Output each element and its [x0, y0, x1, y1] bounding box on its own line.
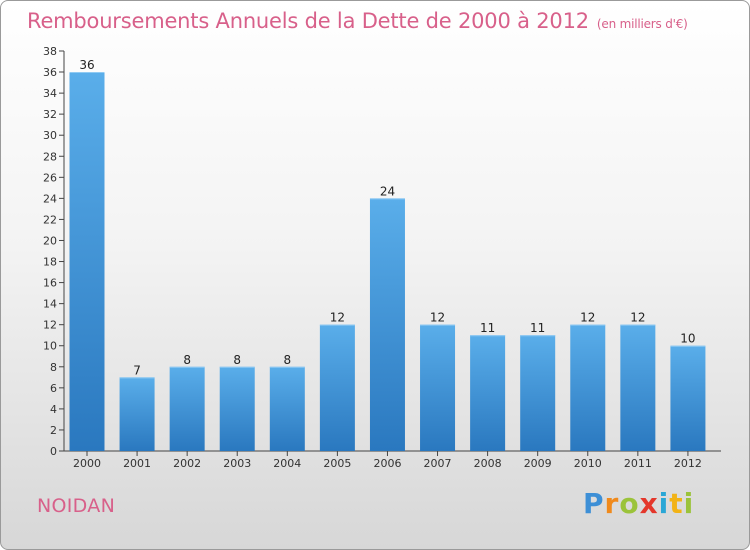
logo-letter: x — [639, 487, 659, 520]
bar-value-label: 24 — [380, 184, 395, 198]
x-tick-label: 2005 — [323, 457, 351, 470]
logo-letter: t — [669, 487, 684, 520]
bar-value-label: 12 — [580, 311, 595, 325]
bar — [219, 366, 255, 451]
y-tick-label: 6 — [50, 382, 57, 395]
bar-value-label: 7 — [133, 363, 141, 377]
y-tick-label: 30 — [43, 129, 57, 142]
logo-letter: o — [619, 487, 640, 520]
bar — [670, 345, 706, 451]
bar-chart: 0246810121416182022242628303234363836200… — [43, 45, 721, 470]
y-tick-label: 26 — [43, 171, 57, 184]
y-tick-label: 22 — [43, 213, 57, 226]
bar-value-label: 8 — [233, 353, 241, 367]
x-tick-label: 2008 — [474, 457, 502, 470]
y-tick-label: 4 — [50, 403, 57, 416]
x-tick-label: 2002 — [173, 457, 201, 470]
bar-value-label: 11 — [480, 321, 495, 335]
bar-value-label: 12 — [430, 311, 445, 325]
y-tick-label: 24 — [43, 192, 57, 205]
bar — [369, 198, 405, 451]
x-tick-label: 2006 — [373, 457, 401, 470]
x-tick-label: 2011 — [624, 457, 652, 470]
bar — [119, 377, 155, 451]
bar — [420, 324, 456, 451]
x-tick-label: 2010 — [574, 457, 602, 470]
y-tick-label: 32 — [43, 108, 57, 121]
x-tick-label: 2007 — [424, 457, 452, 470]
bar — [620, 324, 656, 451]
y-tick-label: 38 — [43, 45, 57, 58]
y-tick-label: 36 — [43, 66, 57, 79]
bar-value-label: 8 — [283, 353, 291, 367]
bar-value-label: 10 — [680, 332, 695, 346]
x-tick-label: 2000 — [73, 457, 101, 470]
y-tick-label: 2 — [50, 424, 57, 437]
bar — [269, 366, 305, 451]
chart-title: Remboursements Annuels de la Dette de 20… — [27, 9, 688, 33]
location-label: NOIDAN — [37, 495, 116, 517]
bar — [69, 72, 105, 451]
bar-value-label: 8 — [183, 353, 191, 367]
bar — [470, 335, 506, 451]
x-tick-label: 2009 — [524, 457, 552, 470]
bar — [319, 324, 355, 451]
x-tick-label: 2012 — [674, 457, 702, 470]
logo-letter: i — [658, 487, 670, 520]
chart-title-text: Remboursements Annuels de la Dette de 20… — [27, 9, 589, 33]
proxiti-logo: Proxiti — [583, 487, 694, 520]
x-tick-label: 2004 — [273, 457, 301, 470]
bar-value-label: 11 — [530, 321, 545, 335]
y-tick-label: 28 — [43, 150, 57, 163]
y-tick-label: 8 — [50, 361, 57, 374]
y-tick-label: 16 — [43, 277, 57, 290]
y-tick-label: 12 — [43, 319, 57, 332]
x-tick-label: 2003 — [223, 457, 251, 470]
y-tick-label: 34 — [43, 87, 57, 100]
bar — [570, 324, 606, 451]
bar-value-label: 36 — [79, 58, 94, 72]
y-tick-label: 10 — [43, 340, 57, 353]
y-tick-label: 18 — [43, 256, 57, 269]
logo-letter: r — [604, 487, 620, 520]
x-tick-label: 2001 — [123, 457, 151, 470]
y-tick-label: 0 — [50, 445, 57, 458]
bar — [169, 366, 205, 451]
logo-letter: P — [583, 487, 605, 520]
bar-value-label: 12 — [630, 311, 645, 325]
y-tick-label: 20 — [43, 234, 57, 247]
chart-unit: (en milliers d'€) — [596, 17, 688, 31]
bar-value-label: 12 — [330, 311, 345, 325]
y-tick-label: 14 — [43, 298, 57, 311]
logo-letter: i — [683, 487, 695, 520]
bar — [520, 335, 556, 451]
